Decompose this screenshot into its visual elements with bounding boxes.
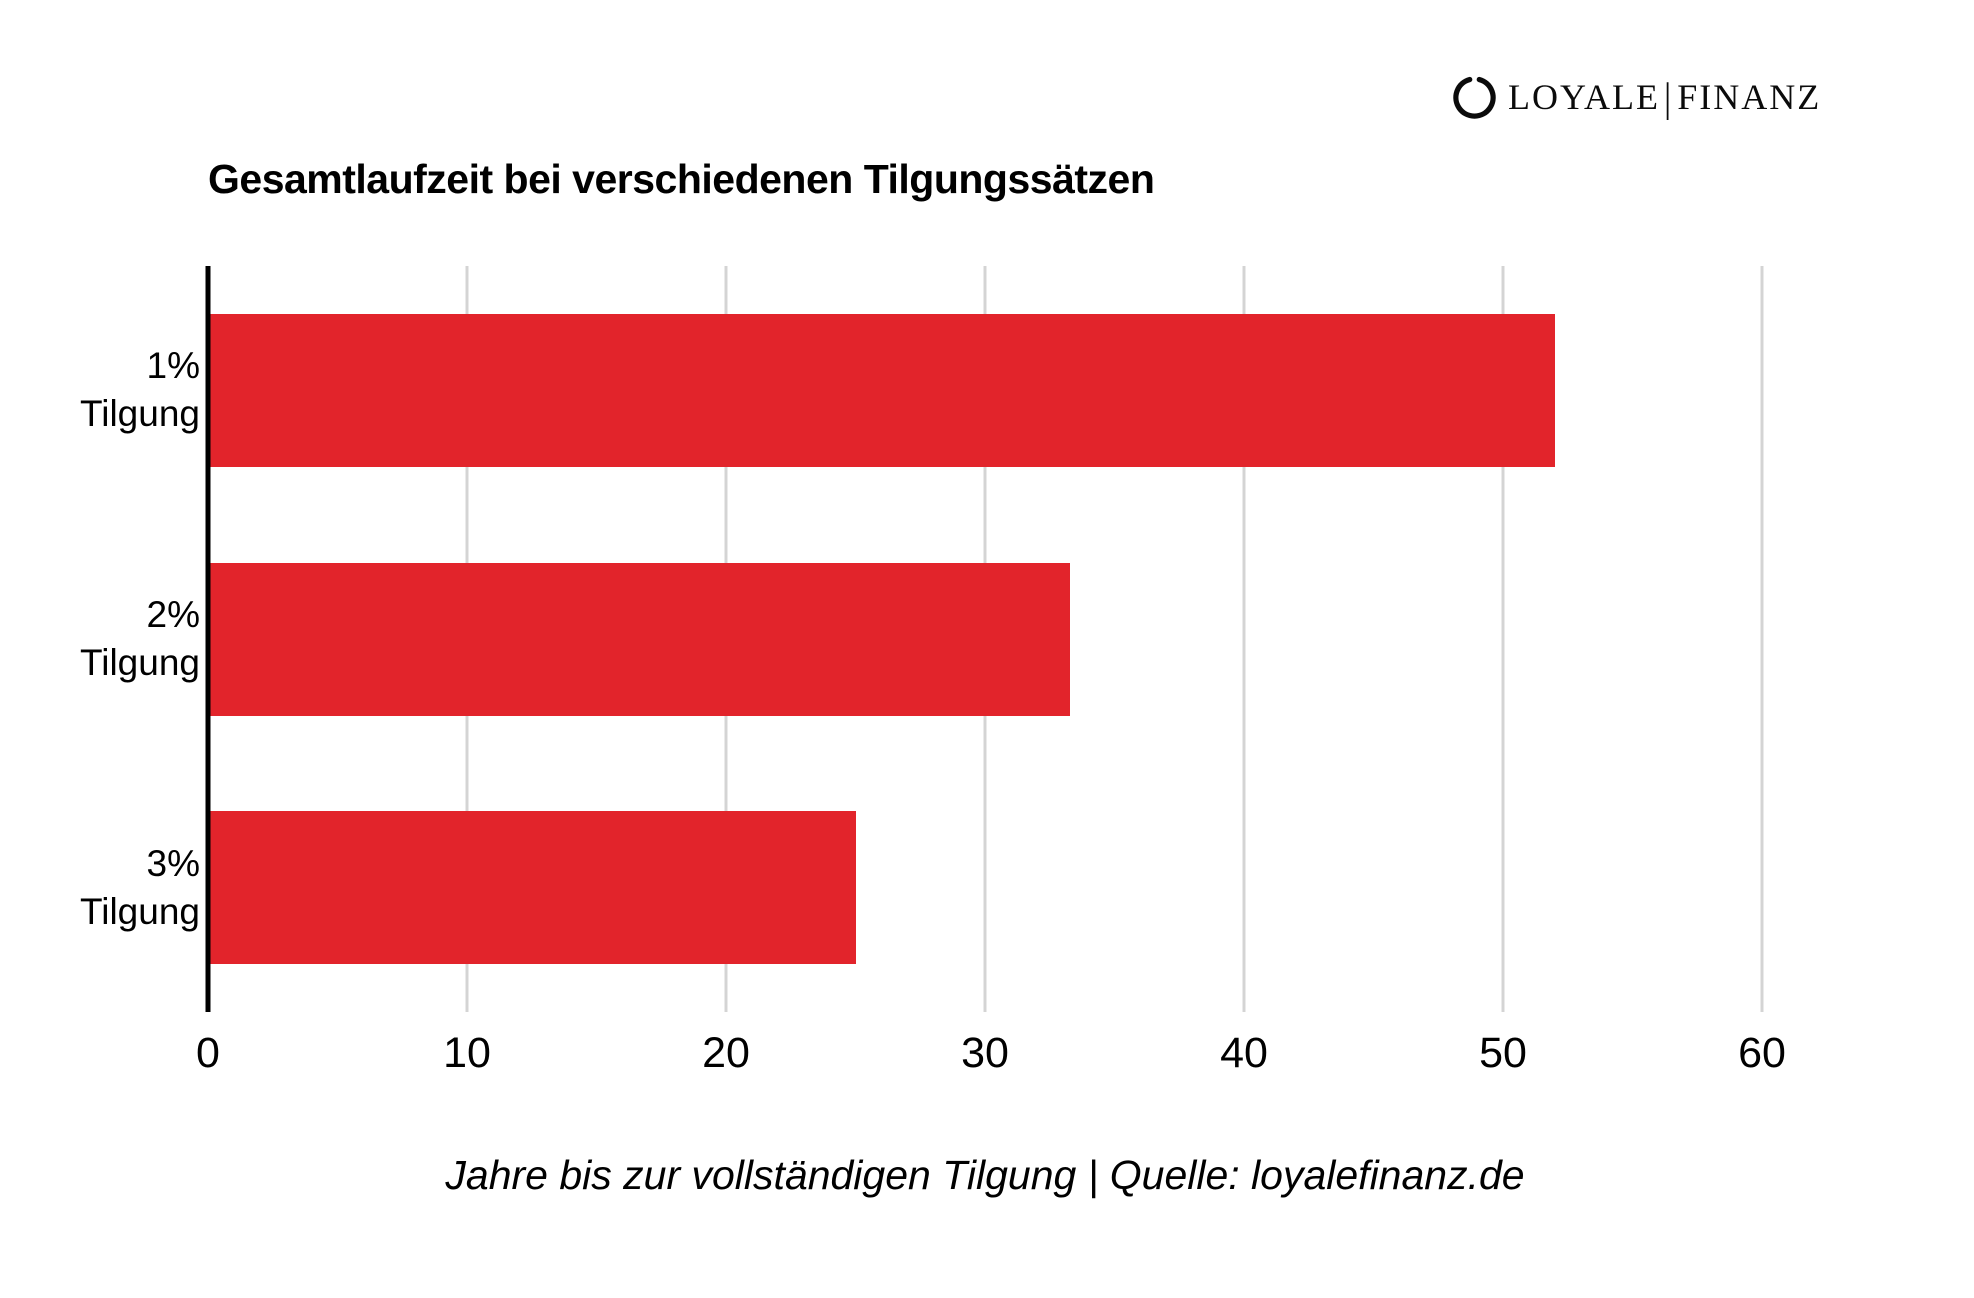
category-labels: 1% Tilgung 2% Tilgung 3% Tilgung [0,266,200,1012]
category-label-3pct: 3% Tilgung [80,840,200,936]
bar-1pct [208,313,1555,467]
category-label-line: 3% [146,842,200,884]
bar-2pct [208,562,1071,716]
x-tick-label-10: 10 [443,1029,491,1077]
x-tick-label-60: 60 [1738,1029,1786,1077]
brand-logo-text: LOYALE | FINANZ [1508,74,1822,120]
brand-name-part2: FINANZ [1677,77,1822,117]
x-tick-label-20: 20 [702,1029,750,1077]
category-label-2pct: 2% Tilgung [80,591,200,687]
category-label-line: 1% [146,345,200,387]
category-label-line: 2% [146,594,200,635]
category-label-line: Tilgung [80,393,200,435]
x-tick-label-50: 50 [1479,1029,1527,1077]
gridline-x40 [1242,266,1246,1012]
x-axis-tick-labels: 0 10 20 30 40 50 60 [196,1029,1786,1092]
x-tick-label-0: 0 [196,1029,220,1077]
category-label-line: Tilgung [80,642,200,683]
x-tick-label-30: 30 [961,1029,1009,1077]
enso-circle-icon [1453,76,1496,119]
bar-3pct [208,811,856,965]
brand-name-part1: LOYALE [1508,77,1660,117]
category-label-1pct: 1% Tilgung [80,342,200,438]
gridline-x50 [1501,266,1505,1012]
y-axis-line [205,266,211,1012]
plot-area [205,266,1764,1012]
brand-divider: | [1663,74,1674,120]
chart-title: Gesamtlaufzeit bei verschiedenen Tilgung… [208,156,1155,202]
chart-caption: Jahre bis zur vollständigen Tilgung | Qu… [445,1152,1525,1198]
gridline-x60 [1760,266,1764,1012]
category-label-line: Tilgung [80,890,200,932]
x-tick-label-40: 40 [1220,1029,1268,1077]
brand-logo: LOYALE | FINANZ [1451,70,1821,124]
